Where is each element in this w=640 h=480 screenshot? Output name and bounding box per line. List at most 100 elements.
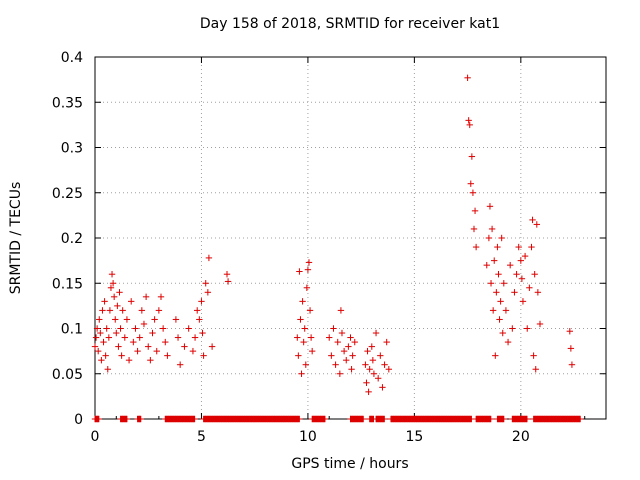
- data-point: [140, 320, 148, 328]
- data-point: [110, 293, 118, 301]
- data-point: [488, 225, 496, 233]
- data-point: [149, 329, 156, 337]
- data-point: [189, 347, 197, 355]
- data-point: [202, 280, 209, 287]
- data-point: [362, 361, 369, 368]
- x-tick-label: 15: [405, 429, 423, 445]
- data-point: [136, 334, 143, 341]
- zero-point: [500, 415, 507, 423]
- data-point: [224, 278, 232, 285]
- data-point: [334, 338, 341, 346]
- data-point: [96, 316, 103, 323]
- data-point: [297, 316, 304, 323]
- data-point: [385, 366, 393, 373]
- data-point: [113, 329, 120, 337]
- zero-point: [523, 415, 531, 423]
- data-point: [326, 334, 333, 341]
- data-point: [134, 347, 141, 355]
- data-point: [529, 216, 536, 224]
- data-point: [199, 329, 206, 337]
- y-tick-label: 0.35: [52, 95, 83, 111]
- data-point: [487, 280, 495, 287]
- data-point: [519, 298, 527, 305]
- data-point: [469, 189, 477, 196]
- data-point: [181, 343, 188, 350]
- data-point: [534, 289, 542, 296]
- zero-point: [95, 415, 103, 423]
- data-point: [483, 261, 490, 269]
- data-point: [504, 338, 512, 346]
- data-point: [340, 347, 348, 355]
- data-point: [138, 307, 146, 314]
- data-point: [494, 243, 501, 251]
- data-point: [142, 293, 150, 301]
- data-point: [515, 243, 522, 251]
- axes: 0 0.05 0.1 0.15 0.2 0.25 0.3 0.35 0.4 0 5 10 15 20: [52, 50, 607, 445]
- data-point: [530, 352, 537, 359]
- data-point: [566, 328, 574, 335]
- data-point: [157, 293, 165, 301]
- x-tick-label: 10: [299, 429, 317, 445]
- data-point: [330, 325, 337, 332]
- data-point: [208, 343, 216, 350]
- data-point: [185, 325, 192, 332]
- data-point: [348, 366, 355, 373]
- data-point: [117, 325, 124, 332]
- data-point: [465, 117, 472, 124]
- data-point: [196, 316, 203, 323]
- data-point: [532, 366, 539, 373]
- data-point: [368, 343, 375, 350]
- data-point: [172, 316, 180, 323]
- data-point: [102, 352, 109, 359]
- zero-point: [137, 415, 144, 423]
- data-point: [97, 329, 104, 337]
- data-point: [526, 284, 533, 291]
- data-point: [328, 352, 335, 359]
- data-point: [304, 266, 312, 273]
- data-point: [498, 234, 505, 242]
- data-point: [303, 284, 311, 291]
- data-point: [91, 343, 99, 350]
- data-point: [347, 334, 354, 341]
- data-point: [103, 325, 110, 332]
- zero-point: [123, 415, 131, 423]
- data-point: [471, 207, 479, 215]
- data-point: [377, 352, 384, 359]
- zero-point: [321, 415, 329, 423]
- data-point: [92, 334, 100, 341]
- data-point: [369, 356, 377, 364]
- grid-lines: [95, 57, 606, 419]
- x-axis-label: GPS time / hours: [291, 456, 409, 472]
- data-point: [518, 275, 526, 282]
- data-point: [299, 298, 306, 305]
- data-point: [132, 325, 139, 332]
- data-point: [100, 338, 107, 346]
- y-tick-label: 0.05: [52, 367, 83, 383]
- data-point: [521, 252, 529, 260]
- data-point: [496, 316, 503, 323]
- data-point: [491, 257, 498, 264]
- data-point: [296, 268, 303, 275]
- data-point: [305, 259, 313, 266]
- data-point: [517, 257, 525, 264]
- data-point: [370, 370, 378, 377]
- zero-point: [381, 415, 388, 423]
- data-point: [118, 352, 125, 359]
- chart-title: Day 158 of 2018, SRMTID for receiver kat…: [199, 16, 501, 32]
- zero-point: [487, 415, 495, 423]
- data-point: [191, 334, 199, 341]
- data-point: [176, 361, 184, 368]
- data-point: [295, 352, 302, 359]
- data-point: [466, 121, 473, 129]
- data-point: [300, 338, 307, 346]
- data-point: [101, 298, 108, 305]
- x-tick-label: 0: [91, 429, 100, 445]
- data-point: [108, 271, 116, 278]
- data-point: [115, 343, 122, 350]
- data-point: [379, 384, 386, 391]
- data-point: [194, 307, 201, 314]
- data-point: [109, 280, 117, 287]
- data-point: [127, 298, 135, 305]
- data-point: [123, 316, 131, 323]
